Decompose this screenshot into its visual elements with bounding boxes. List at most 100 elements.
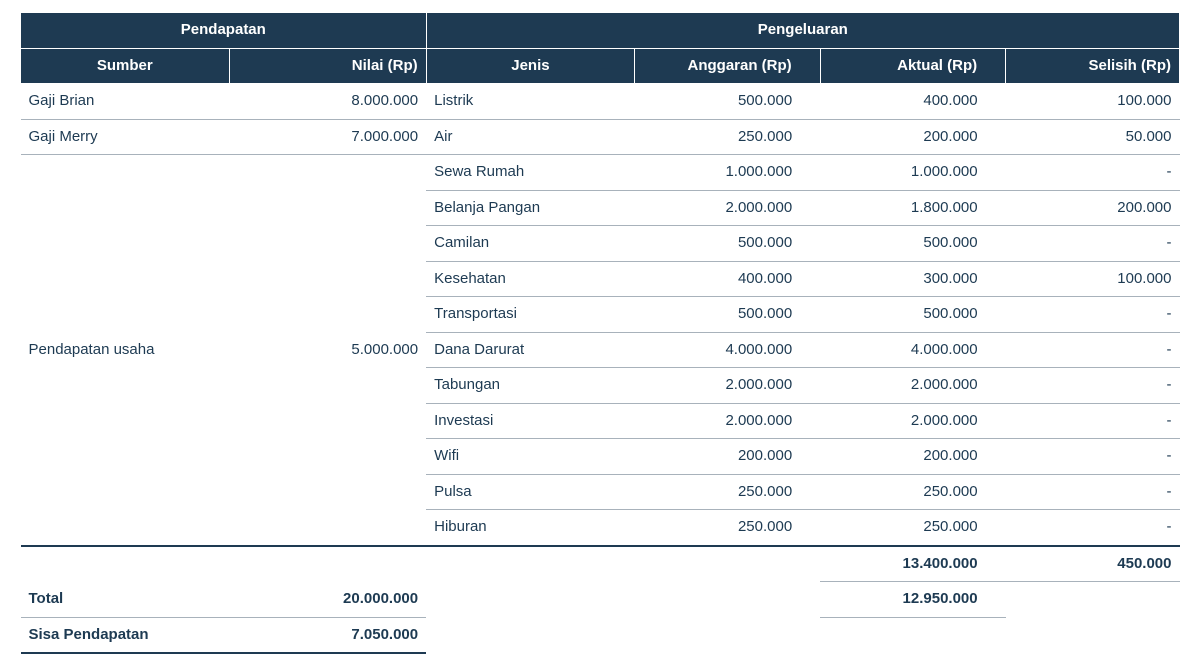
expense-anggaran: 200.000	[635, 439, 820, 475]
income-sumber	[21, 226, 230, 262]
income-nilai	[229, 190, 426, 226]
expense-jenis: Sewa Rumah	[426, 155, 635, 191]
income-nilai: 8.000.000	[229, 84, 426, 120]
expense-aktual: 1.000.000	[820, 155, 1005, 191]
subtotal-selisih: 450.000	[1006, 546, 1180, 582]
expense-anggaran: 500.000	[635, 297, 820, 333]
col-aktual: Aktual (Rp)	[820, 48, 1005, 84]
remainder-row: Sisa Pendapatan 7.050.000	[21, 617, 1180, 653]
income-nilai: 7.000.000	[229, 119, 426, 155]
table-row: Gaji Merry7.000.000Air250.000200.00050.0…	[21, 119, 1180, 155]
table-row: Investasi2.000.0002.000.000-	[21, 403, 1180, 439]
total-label: Total	[21, 582, 230, 618]
header-income-group: Pendapatan	[21, 13, 427, 49]
expense-jenis: Air	[426, 119, 635, 155]
expense-anggaran: 2.000.000	[635, 190, 820, 226]
income-nilai	[229, 368, 426, 404]
expense-jenis: Hiburan	[426, 510, 635, 546]
income-nilai	[229, 261, 426, 297]
expense-anggaran: 2.000.000	[635, 403, 820, 439]
subtotal-row: 13.400.000 450.000	[21, 546, 1180, 582]
table-row: Belanja Pangan2.000.0001.800.000200.000	[21, 190, 1180, 226]
income-nilai	[229, 226, 426, 262]
expense-anggaran: 2.000.000	[635, 368, 820, 404]
expense-aktual: 4.000.000	[820, 332, 1005, 368]
expense-anggaran: 400.000	[635, 261, 820, 297]
header-expense-group: Pengeluaran	[426, 13, 1179, 49]
income-nilai: 5.000.000	[229, 332, 426, 368]
expense-anggaran: 250.000	[635, 510, 820, 546]
expense-aktual: 1.800.000	[820, 190, 1005, 226]
expense-anggaran: 4.000.000	[635, 332, 820, 368]
expense-selisih: 100.000	[1006, 261, 1180, 297]
expense-aktual: 200.000	[820, 439, 1005, 475]
expense-selisih: -	[1006, 439, 1180, 475]
expense-aktual: 2.000.000	[820, 368, 1005, 404]
expense-jenis: Investasi	[426, 403, 635, 439]
income-sumber: Gaji Merry	[21, 119, 230, 155]
expense-jenis: Kesehatan	[426, 261, 635, 297]
expense-jenis: Tabungan	[426, 368, 635, 404]
income-sumber	[21, 474, 230, 510]
expense-jenis: Dana Darurat	[426, 332, 635, 368]
expense-selisih: -	[1006, 474, 1180, 510]
table-row: Camilan500.000500.000-	[21, 226, 1180, 262]
expense-aktual: 300.000	[820, 261, 1005, 297]
table-row: Sewa Rumah1.000.0001.000.000-	[21, 155, 1180, 191]
income-sumber	[21, 190, 230, 226]
expense-selisih: 100.000	[1006, 84, 1180, 120]
table-row: Transportasi500.000500.000-	[21, 297, 1180, 333]
income-sumber	[21, 155, 230, 191]
expense-aktual: 250.000	[820, 474, 1005, 510]
income-nilai	[229, 474, 426, 510]
expense-jenis: Pulsa	[426, 474, 635, 510]
income-sumber	[21, 510, 230, 546]
total-aktual: 12.950.000	[820, 582, 1005, 618]
income-nilai	[229, 510, 426, 546]
income-nilai	[229, 403, 426, 439]
expense-aktual: 250.000	[820, 510, 1005, 546]
income-sumber	[21, 439, 230, 475]
expense-selisih: -	[1006, 226, 1180, 262]
subtotal-aktual: 13.400.000	[820, 546, 1005, 582]
income-sumber	[21, 368, 230, 404]
col-nilai: Nilai (Rp)	[229, 48, 426, 84]
expense-jenis: Transportasi	[426, 297, 635, 333]
remainder-nilai: 7.050.000	[229, 617, 426, 653]
col-jenis: Jenis	[426, 48, 635, 84]
income-sumber: Pendapatan usaha	[21, 332, 230, 368]
income-nilai	[229, 439, 426, 475]
expense-aktual: 500.000	[820, 226, 1005, 262]
remainder-label: Sisa Pendapatan	[21, 617, 230, 653]
table-row: Pulsa250.000250.000-	[21, 474, 1180, 510]
expense-anggaran: 500.000	[635, 226, 820, 262]
income-sumber: Gaji Brian	[21, 84, 230, 120]
income-sumber	[21, 403, 230, 439]
header-columns-row: Sumber Nilai (Rp) Jenis Anggaran (Rp) Ak…	[21, 48, 1180, 84]
table-row: Wifi200.000200.000-	[21, 439, 1180, 475]
income-nilai	[229, 155, 426, 191]
expense-aktual: 200.000	[820, 119, 1005, 155]
income-sumber	[21, 261, 230, 297]
expense-jenis: Belanja Pangan	[426, 190, 635, 226]
expense-selisih: -	[1006, 368, 1180, 404]
table-row: Hiburan250.000250.000-	[21, 510, 1180, 546]
expense-aktual: 500.000	[820, 297, 1005, 333]
table-row: Tabungan2.000.0002.000.000-	[21, 368, 1180, 404]
income-sumber	[21, 297, 230, 333]
expense-selisih: -	[1006, 155, 1180, 191]
expense-selisih: -	[1006, 297, 1180, 333]
expense-anggaran: 500.000	[635, 84, 820, 120]
header-group-row: Pendapatan Pengeluaran	[21, 13, 1180, 49]
col-selisih: Selisih (Rp)	[1006, 48, 1180, 84]
total-nilai: 20.000.000	[229, 582, 426, 618]
expense-jenis: Listrik	[426, 84, 635, 120]
budget-table: Pendapatan Pengeluaran Sumber Nilai (Rp)…	[20, 12, 1180, 654]
col-sumber: Sumber	[21, 48, 230, 84]
expense-anggaran: 1.000.000	[635, 155, 820, 191]
income-nilai	[229, 297, 426, 333]
table-row: Kesehatan400.000300.000100.000	[21, 261, 1180, 297]
expense-anggaran: 250.000	[635, 474, 820, 510]
expense-selisih: 50.000	[1006, 119, 1180, 155]
expense-jenis: Camilan	[426, 226, 635, 262]
